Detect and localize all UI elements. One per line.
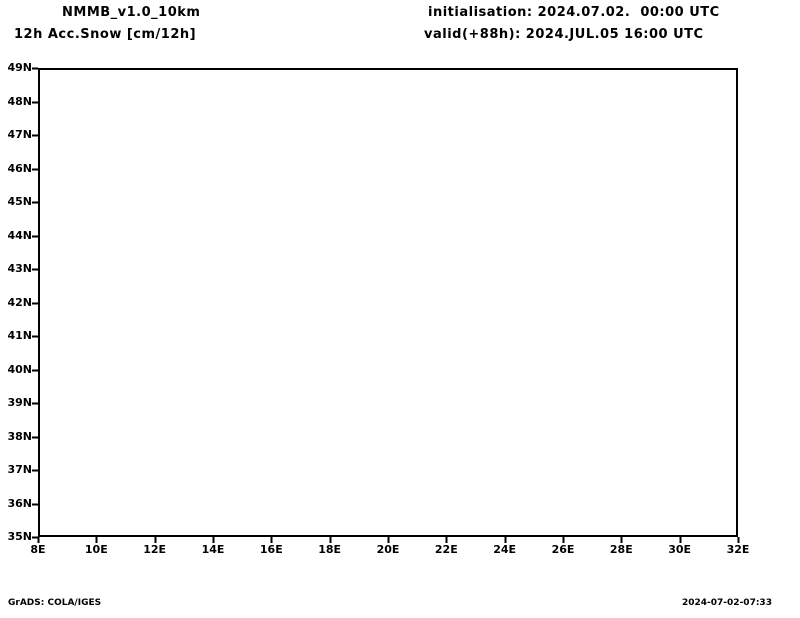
lat-tick-label: 38N: [7, 429, 32, 443]
lon-tick-label: 18E: [318, 543, 342, 556]
lat-tick-label: 49N: [7, 61, 32, 74]
lon-tick-label: 16E: [259, 543, 283, 556]
valid-time: valid(+88h): 2024.JUL.05 16:00 UTC: [424, 27, 704, 42]
lat-tick-label: 41N: [7, 329, 32, 342]
lat-tick-label: 46N: [7, 161, 32, 175]
initialisation-time: initialisation: 2024.07.02. 00:00 UTC: [428, 5, 720, 20]
lon-tick-label: 32E: [726, 543, 750, 556]
lon-tick-label: 22E: [434, 543, 458, 556]
map-plot-area: [38, 68, 738, 537]
lat-tick-label: 43N: [7, 262, 32, 275]
lon-tick-label: 14E: [201, 543, 225, 556]
lon-tick-label: 26E: [551, 543, 575, 556]
lat-tick-label: 36N: [7, 496, 32, 510]
lat-tick-label: 45N: [7, 195, 32, 208]
lat-tick-label: 44N: [7, 228, 32, 242]
plot-frame: [38, 68, 738, 537]
lon-tick-label: 10E: [84, 543, 108, 556]
lat-tick-label: 39N: [7, 396, 32, 409]
lat-tick-label: 40N: [7, 362, 32, 376]
lat-tick-label: 37N: [7, 463, 32, 476]
lon-tick-label: 24E: [493, 543, 517, 556]
lon-tick-label: 20E: [376, 543, 400, 556]
field-title: 12h Acc.Snow [cm/12h]: [14, 27, 197, 42]
lon-tick-label: 30E: [668, 543, 692, 556]
lon-tick-label: 8E: [30, 543, 46, 556]
lat-tick-label: 42N: [7, 295, 32, 309]
generation-timestamp: 2024-07-02-07:33: [682, 598, 772, 608]
grads-credit: GrADS: COLA/IGES: [8, 598, 102, 608]
lon-tick-label: 28E: [609, 543, 633, 556]
lon-tick-label: 12E: [143, 543, 167, 556]
lat-tick-label: 47N: [7, 128, 32, 141]
model-title: NMMB_v1.0_10km: [62, 5, 201, 20]
lat-tick-label: 48N: [7, 94, 32, 108]
lat-tick-label: 35N: [7, 530, 32, 543]
